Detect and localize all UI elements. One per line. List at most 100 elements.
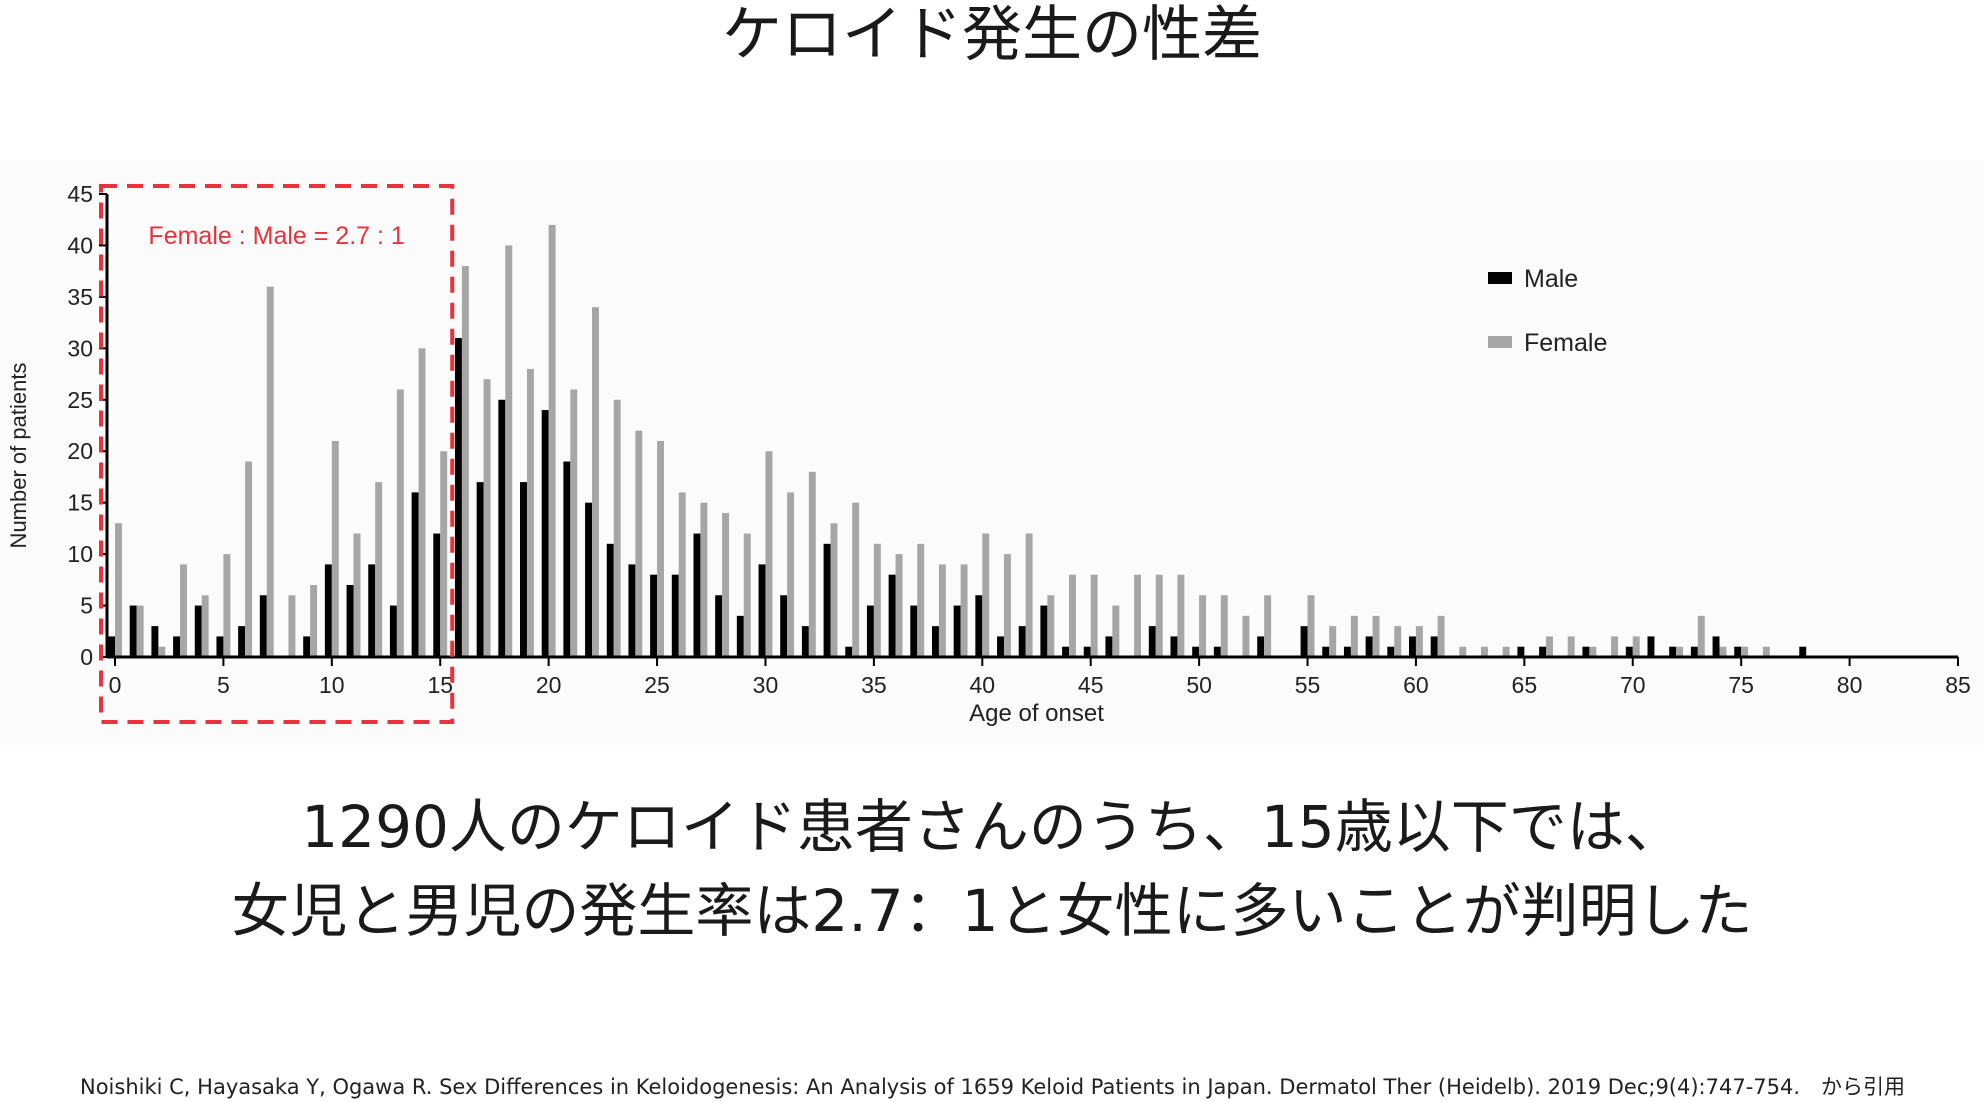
x-tick-label: 70 — [1620, 672, 1646, 698]
female-bar — [700, 502, 708, 657]
x-tick-label: 65 — [1512, 672, 1538, 698]
male-bar — [1170, 636, 1178, 657]
female-bar — [1069, 574, 1076, 657]
female-bar — [592, 307, 599, 657]
female-bar — [180, 564, 187, 657]
female-bar — [288, 595, 296, 657]
male-bar — [1105, 636, 1113, 657]
male-bar — [1712, 636, 1720, 657]
male-bar — [910, 605, 918, 657]
male-bar — [1257, 636, 1265, 657]
annotation-label: Female : Male = 2.7 : 1 — [148, 222, 404, 250]
female-bar — [331, 440, 339, 657]
male-bar — [1062, 646, 1070, 657]
citation: Noishiki C, Hayasaka Y, Ogawa R. Sex Dif… — [80, 1075, 1906, 1099]
female-bar — [657, 440, 664, 657]
y-tick-label: 35 — [67, 284, 93, 310]
female-bar — [526, 368, 534, 657]
female-bar — [158, 646, 166, 657]
female-bar — [353, 533, 361, 657]
male-bar — [454, 338, 462, 657]
female-bar — [917, 543, 925, 657]
y-axis-label: Number of patients — [6, 363, 31, 549]
female-bar — [1502, 646, 1510, 657]
y-tick-label: 40 — [67, 232, 93, 258]
male-bar — [1300, 626, 1308, 657]
male-bar — [1409, 636, 1416, 657]
male-bar — [1040, 605, 1048, 657]
y-tick-label: 30 — [67, 335, 93, 361]
male-bar — [1322, 646, 1330, 657]
male-bar — [671, 574, 679, 657]
male-bar — [845, 646, 853, 657]
female-bar — [960, 564, 968, 657]
female-bar — [743, 533, 751, 657]
female-bar — [1134, 574, 1142, 657]
male-bar — [1799, 646, 1807, 657]
male-bar — [541, 410, 549, 657]
y-tick-label: 20 — [67, 438, 93, 464]
female-bar — [635, 430, 643, 657]
male-bar — [1430, 636, 1438, 657]
female-bar — [1632, 636, 1640, 657]
female-bar — [396, 389, 404, 657]
male-bar — [650, 574, 658, 657]
legend-female-label: Female — [1524, 329, 1607, 357]
female-bar — [1242, 615, 1250, 657]
x-tick-label: 5 — [217, 672, 230, 698]
male-bar — [1625, 646, 1633, 657]
male-bar — [1387, 646, 1395, 657]
female-bar — [1329, 626, 1337, 657]
female-bar — [1480, 646, 1488, 657]
summary-line-2: 女児と男児の発生率は2.7：1と女性に多いことが判明した — [231, 877, 1753, 945]
female-bar — [830, 523, 838, 657]
male-bar — [151, 626, 159, 657]
female-bar — [787, 492, 795, 657]
female-bar — [440, 451, 448, 657]
male-bar — [433, 533, 441, 657]
female-bar — [852, 502, 860, 657]
male-bar — [476, 482, 484, 657]
male-bar — [1148, 626, 1156, 657]
male-bar — [1647, 636, 1655, 657]
male-bar — [1083, 646, 1091, 657]
y-tick-label: 0 — [80, 644, 93, 670]
chart-svg: 0 5 10 15 20 25 30 35 40 45 0 5 10 15 20 25 30 35 40 45 50 55… — [0, 160, 1984, 745]
male-bar — [563, 461, 571, 657]
histogram-chart: 0 5 10 15 20 25 30 35 40 45 0 5 10 15 20 25 30 35 40 45 50 55… — [0, 160, 1984, 745]
y-tick-label: 25 — [67, 387, 93, 413]
y-tick-label: 5 — [80, 593, 93, 619]
female-bar — [895, 554, 903, 657]
x-tick-label: 10 — [319, 672, 345, 698]
male-bar — [975, 595, 983, 657]
male-bar — [693, 533, 701, 657]
female-bar — [1719, 646, 1727, 657]
male-bar — [108, 636, 115, 657]
slide-title: ケロイド発生の性差 — [722, 0, 1262, 70]
male-bar — [953, 605, 961, 657]
x-tick-label: 55 — [1295, 672, 1321, 698]
female-bar — [613, 399, 621, 657]
male-bar — [1192, 646, 1200, 657]
female-bar — [1697, 615, 1705, 657]
female-bar — [570, 389, 578, 657]
male-bar — [303, 636, 311, 657]
male-bar — [1690, 646, 1698, 657]
female-bar — [1112, 605, 1120, 657]
male-bar — [346, 584, 354, 657]
male-bar — [1734, 646, 1742, 657]
x-tick-label: 0 — [109, 672, 122, 698]
female-bar — [1415, 626, 1423, 657]
female-bar — [1741, 646, 1749, 657]
x-tick-label: 80 — [1837, 672, 1863, 698]
female-bar — [1307, 595, 1315, 657]
male-bar — [866, 605, 874, 657]
female-bar — [418, 348, 426, 657]
male-bar — [736, 615, 744, 657]
female-bar — [1199, 595, 1207, 657]
female-bar — [1676, 646, 1684, 657]
male-bar — [801, 626, 809, 657]
female-bar — [266, 286, 274, 657]
female-bar — [1589, 646, 1597, 657]
female-bar — [1177, 574, 1185, 657]
